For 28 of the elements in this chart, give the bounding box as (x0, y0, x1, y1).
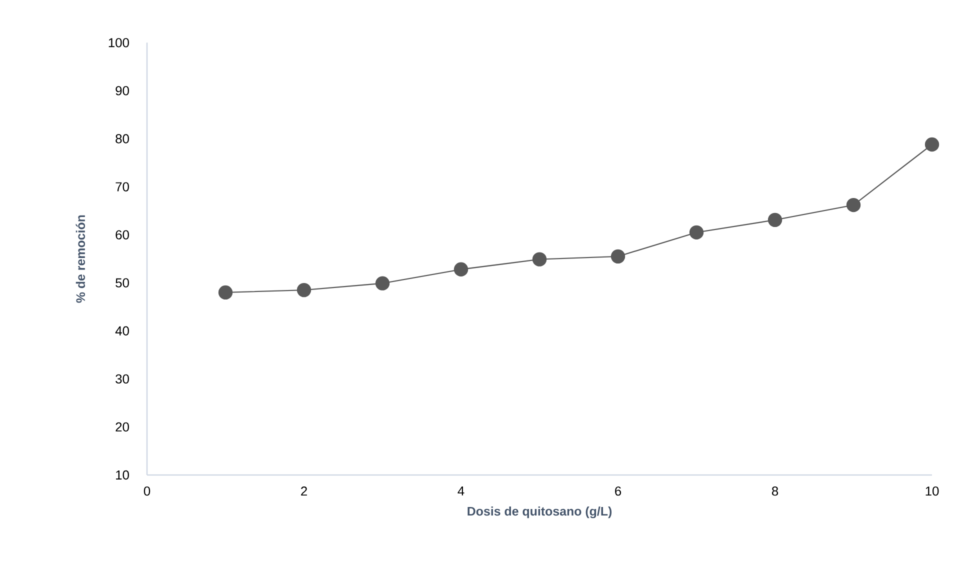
y-tick-label: 60 (116, 230, 129, 240)
point (454, 262, 468, 277)
x-tick-label: 10 (926, 486, 939, 496)
y-tick-label: 40 (115, 326, 129, 336)
point (610, 249, 626, 264)
y-tick-label: 100 (108, 38, 129, 48)
point (218, 285, 233, 300)
y-tick-label: 80 (116, 134, 129, 144)
y-tick-label: 10 (116, 470, 129, 480)
x-tick-label: 6 (615, 486, 622, 496)
x-tick-label: 4 (458, 486, 464, 496)
y-tick-label: 20 (116, 422, 129, 432)
point (532, 252, 547, 266)
x-tick-label: 8 (772, 486, 778, 496)
point (689, 225, 704, 240)
point (375, 276, 390, 290)
point (846, 198, 861, 212)
y-axis-title: % de remoción (76, 215, 86, 303)
y-tick-label: 50 (116, 278, 129, 288)
point (296, 282, 312, 298)
y-tick-label: 30 (116, 374, 129, 384)
x-axis-title: Dosis de quitosano (g/L) (468, 506, 612, 518)
x-tick-label: 0 (144, 486, 150, 496)
point (924, 137, 940, 152)
x-tick-label: 2 (301, 486, 307, 496)
y-tick-label: 70 (116, 182, 129, 192)
y-tick-label: 90 (116, 86, 129, 96)
point (768, 212, 782, 228)
